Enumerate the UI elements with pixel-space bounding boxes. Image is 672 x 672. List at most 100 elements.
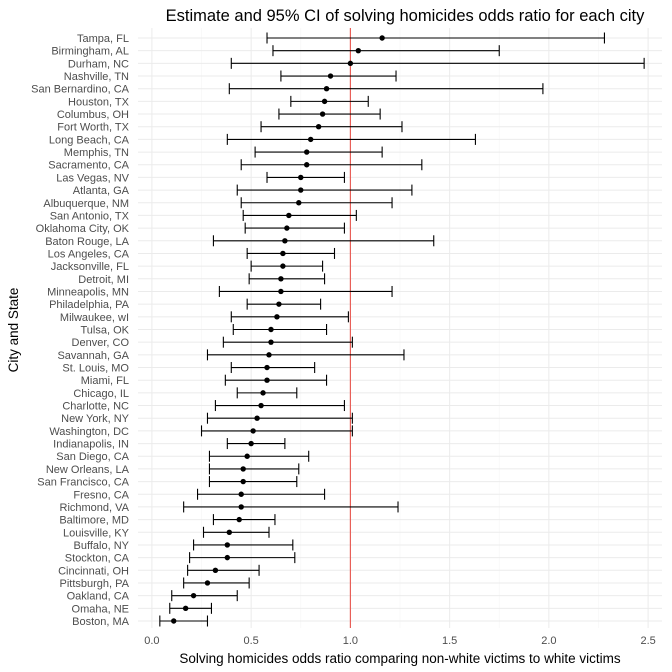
estimate-point — [379, 35, 385, 41]
estimate-point — [268, 339, 274, 345]
estimate-point — [280, 263, 286, 269]
y-axis-title: City and State — [6, 288, 21, 373]
estimate-point — [296, 200, 302, 206]
y-tick-label: Houston, TX — [68, 96, 130, 108]
estimate-point — [278, 276, 284, 282]
estimate-point — [298, 174, 304, 181]
estimate-point — [304, 149, 310, 155]
estimate-point — [238, 504, 244, 510]
estimate-point — [226, 529, 233, 535]
y-tick-label: San Francisco, CA — [37, 477, 129, 489]
y-tick-label: Durham, NC — [68, 58, 129, 70]
chart-title: Estimate and 95% CI of solving homicides… — [166, 7, 645, 25]
estimate-point — [258, 402, 264, 409]
y-tick-label: Detroit, MI — [78, 274, 129, 286]
x-tick-label: 1.5 — [442, 635, 457, 647]
minor-gridlines — [201, 28, 599, 628]
y-tick-label: Omaha, NE — [72, 603, 129, 615]
estimate-point — [182, 605, 189, 612]
estimate-point — [264, 377, 270, 383]
estimate-point — [266, 352, 272, 358]
y-tick-label: Denver, CO — [72, 337, 130, 349]
estimate-point — [260, 390, 266, 396]
estimate-point — [236, 516, 242, 523]
y-tick-label: New Orleans, LA — [46, 464, 130, 476]
y-tick-label: San Antonio, TX — [50, 210, 130, 222]
estimate-point — [298, 187, 304, 193]
x-tick-label: 2.5 — [640, 635, 655, 647]
y-tick-label: Memphis, TN — [64, 147, 129, 159]
estimate-point — [268, 326, 274, 333]
estimate-point — [278, 288, 284, 295]
estimate-point — [284, 225, 290, 231]
estimate-point — [276, 301, 282, 307]
y-tick-label: Minneapolis, MN — [47, 286, 129, 298]
y-tick-label: Miami, FL — [81, 375, 129, 387]
y-tick-label: St. Louis, MO — [62, 363, 129, 375]
estimate-point — [250, 428, 256, 434]
estimate-point — [244, 453, 250, 459]
y-tick-label: Oakland, CA — [67, 591, 130, 603]
y-tick-label: Las Vegas, NV — [56, 172, 129, 184]
y-tick-label: Charlotte, NC — [62, 401, 129, 413]
y-tick-label: Albuquerque, NM — [43, 198, 129, 210]
y-tick-label: Baton Rouge, LA — [45, 236, 129, 248]
estimate-point — [254, 415, 260, 421]
y-tick-label: New York, NY — [61, 413, 130, 425]
estimate-point — [224, 542, 231, 548]
y-tick-label: Nashville, TN — [64, 71, 129, 83]
y-tick-label: Baltimore, MD — [59, 515, 129, 527]
y-tick-label: San Diego, CA — [56, 451, 129, 463]
estimate-point — [264, 364, 270, 371]
confidence-intervals — [159, 32, 645, 627]
estimate-point — [327, 73, 334, 79]
y-tick-label: Stockton, CA — [65, 553, 130, 565]
y-tick-label: Columbus, OH — [57, 109, 129, 121]
estimate-point — [307, 136, 314, 143]
y-tick-label: Oklahoma City, OK — [36, 223, 130, 235]
y-tick-label: Tulsa, OK — [81, 325, 130, 337]
estimate-point — [321, 98, 328, 105]
y-tick-label: Philadelphia, PA — [49, 299, 130, 311]
y-tick-label: Washington, DC — [49, 426, 129, 438]
y-tick-label: San Bernardino, CA — [31, 84, 129, 96]
y-tick-label: Pittsburgh, PA — [60, 578, 130, 590]
y-tick-label: Long Beach, CA — [49, 134, 130, 146]
x-tick-label: 0.0 — [144, 635, 159, 647]
estimate-point — [323, 85, 330, 92]
estimate-points — [171, 35, 385, 624]
y-tick-label: Los Angeles, CA — [48, 248, 130, 260]
x-axis-title: Solving homicides odds ratio comparing n… — [179, 651, 620, 666]
estimate-point — [248, 440, 254, 447]
estimate-point — [286, 212, 292, 219]
estimate-point — [280, 250, 286, 257]
y-tick-label: Tampa, FL — [77, 33, 129, 45]
y-tick-label: Chicago, IL — [73, 388, 129, 400]
y-tick-label: Milwaukee, wI — [60, 312, 129, 324]
estimate-point — [212, 567, 219, 574]
x-tick-label: 0.5 — [243, 635, 258, 647]
y-tick-label: Buffalo, NY — [74, 540, 130, 552]
estimate-point — [240, 466, 246, 472]
y-tick-label: Birmingham, AL — [51, 46, 129, 58]
estimate-point — [171, 618, 177, 624]
estimate-point — [319, 111, 326, 117]
estimate-point — [204, 580, 211, 586]
y-tick-label: Sacramento, CA — [48, 160, 129, 172]
y-tick-label: Savannah, GA — [57, 350, 129, 362]
estimate-point — [304, 162, 310, 168]
x-tick-label: 2.0 — [541, 635, 556, 647]
y-tick-label: Indianapolis, IN — [53, 439, 129, 451]
y-tick-label: Cincinnati, OH — [58, 565, 129, 577]
estimate-point — [238, 491, 244, 497]
estimate-point — [224, 554, 231, 561]
x-tick-label: 1.0 — [343, 635, 358, 647]
estimate-point — [240, 478, 246, 485]
estimate-point — [190, 592, 197, 599]
estimate-point — [282, 238, 288, 244]
estimate-point — [355, 47, 362, 54]
y-tick-label: Jacksonville, FL — [51, 261, 129, 273]
y-tick-label: Atlanta, GA — [73, 185, 130, 197]
